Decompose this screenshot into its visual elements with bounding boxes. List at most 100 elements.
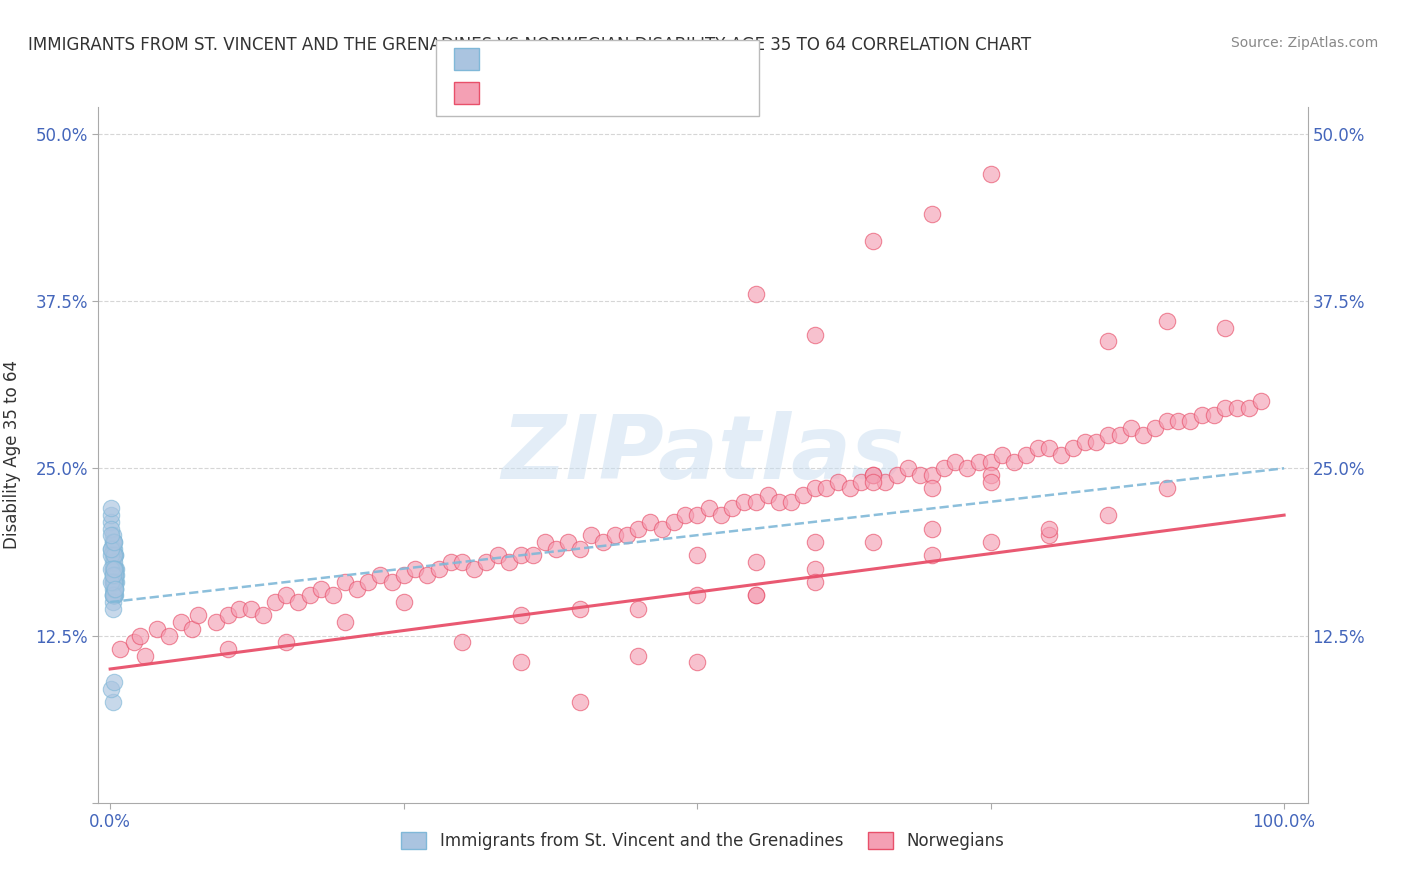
Point (101, 589, 124, 603)
Point (627, 521, 650, 535)
Point (803, 575, 825, 590)
Point (240, 602, 263, 616)
Point (815, 482, 838, 496)
Point (921, 548, 943, 563)
Point (105, 562, 128, 576)
Point (101, 589, 124, 603)
Point (886, 467, 908, 482)
Point (980, 467, 1002, 482)
Point (101, 568, 124, 582)
Point (1073, 434, 1095, 449)
Point (1038, 521, 1060, 535)
Point (103, 575, 125, 590)
Point (1050, 448, 1073, 462)
Point (103, 548, 125, 563)
Point (603, 528, 626, 542)
Point (104, 568, 127, 582)
Point (862, 467, 884, 482)
Point (546, 541, 568, 556)
Point (101, 575, 124, 590)
Point (873, 475, 896, 489)
Point (980, 167, 1002, 181)
Point (101, 534, 124, 549)
Point (404, 562, 426, 576)
Point (100, 562, 122, 576)
Point (451, 555, 474, 569)
Point (169, 615, 191, 630)
Point (100, 501, 122, 516)
Point (103, 555, 125, 569)
Point (101, 568, 124, 582)
Point (510, 655, 533, 669)
Point (721, 501, 744, 516)
Point (780, 494, 803, 508)
Point (581, 528, 603, 542)
Point (638, 515, 661, 529)
Point (105, 575, 128, 590)
Point (921, 482, 943, 496)
Point (101, 696, 124, 710)
Point (100, 541, 122, 556)
Legend: Immigrants from St. Vincent and the Grenadines, Norwegians: Immigrants from St. Vincent and the Gren… (395, 826, 1011, 857)
Point (104, 568, 127, 582)
Point (1121, 421, 1143, 435)
Point (710, 508, 733, 523)
Point (616, 528, 638, 542)
Point (100, 575, 122, 590)
Point (1026, 442, 1049, 455)
Point (104, 582, 127, 596)
Point (1250, 394, 1272, 409)
Point (686, 655, 709, 669)
Point (1038, 442, 1060, 455)
Point (1062, 442, 1084, 455)
Point (103, 575, 125, 590)
Point (651, 521, 673, 535)
Point (1215, 321, 1237, 335)
Point (217, 642, 239, 657)
Point (101, 575, 124, 590)
Point (217, 608, 239, 623)
Point (103, 534, 125, 549)
Point (1108, 427, 1130, 442)
Point (627, 648, 650, 663)
Point (101, 562, 124, 576)
Point (686, 589, 709, 603)
Y-axis label: Disability Age 35 to 64: Disability Age 35 to 64 (3, 360, 21, 549)
Point (921, 467, 943, 482)
Point (862, 475, 884, 489)
Point (956, 461, 979, 475)
Point (146, 622, 169, 636)
Point (557, 534, 579, 549)
Point (1015, 448, 1038, 462)
Point (103, 575, 125, 590)
Point (862, 467, 884, 482)
Point (103, 589, 125, 603)
Point (439, 555, 461, 569)
Point (104, 582, 127, 596)
Point (100, 681, 122, 696)
Point (104, 548, 127, 563)
Point (756, 488, 779, 502)
Point (100, 528, 122, 542)
Point (104, 548, 127, 563)
Point (803, 327, 825, 342)
Point (1143, 421, 1166, 435)
Point (1215, 401, 1237, 416)
Point (1180, 414, 1202, 429)
Point (101, 575, 124, 590)
Point (187, 608, 209, 623)
Point (991, 448, 1014, 462)
Text: IMMIGRANTS FROM ST. VINCENT AND THE GRENADINES VS NORWEGIAN DISABILITY AGE 35 TO: IMMIGRANTS FROM ST. VINCENT AND THE GREN… (28, 36, 1031, 54)
Point (101, 541, 124, 556)
Point (686, 548, 709, 563)
Text: R = 0.027   N =  71: R = 0.027 N = 71 (491, 51, 682, 69)
Point (103, 582, 125, 596)
Point (1038, 528, 1060, 542)
Point (862, 234, 884, 248)
Point (1167, 414, 1189, 429)
Point (1156, 314, 1178, 328)
Point (1202, 408, 1225, 422)
Point (1237, 401, 1260, 416)
Point (101, 568, 124, 582)
Point (101, 562, 124, 576)
